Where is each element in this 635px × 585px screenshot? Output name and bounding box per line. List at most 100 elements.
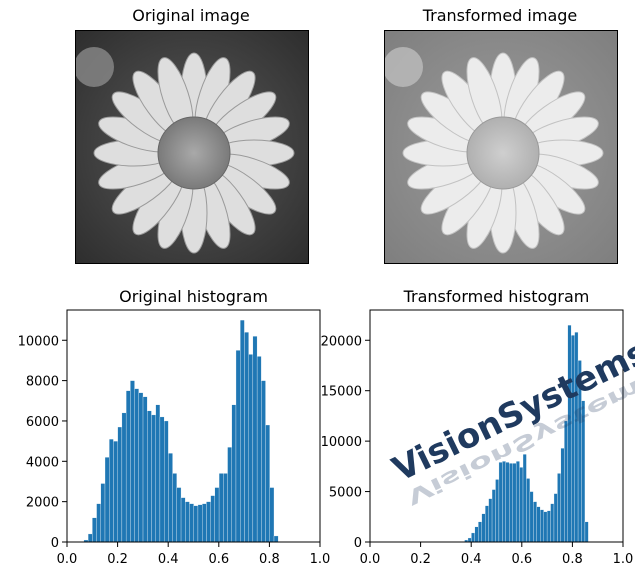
- chart1-bar: [100, 483, 106, 543]
- chart1-bar: [189, 503, 194, 543]
- chart1-bar: [235, 350, 241, 543]
- chart1-xtick-label: 0.6: [208, 552, 229, 567]
- chart1-xtick-label: 0.8: [259, 552, 280, 567]
- chart2-bar: [519, 467, 524, 543]
- chart1-bar: [202, 503, 207, 543]
- chart1-bar: [214, 487, 220, 543]
- chart2-bar: [584, 521, 589, 543]
- chart1-bar: [87, 533, 93, 543]
- chart1-bar: [180, 497, 186, 543]
- chart1-bar: [142, 396, 148, 543]
- original-image-title: Original image: [132, 6, 250, 25]
- original-image: [75, 30, 309, 264]
- chart2-bar: [522, 454, 527, 543]
- chart1-bar: [125, 390, 131, 543]
- chart1-bar: [109, 438, 114, 543]
- chart2-title: Transformed histogram: [403, 287, 590, 306]
- chart1-bar: [244, 332, 249, 543]
- chart2-bar: [550, 503, 555, 543]
- chart1-xtick-label: 1.0: [310, 552, 331, 567]
- chart2-bar: [467, 537, 472, 543]
- chart2-bar: [502, 461, 506, 543]
- chart1-bar: [223, 473, 228, 543]
- chart2-bar: [488, 498, 493, 543]
- chart1-bar: [185, 501, 190, 543]
- chart1-ytick-label: 8000: [26, 375, 59, 390]
- chart1-bar: [265, 424, 270, 543]
- chart2-bar: [485, 505, 489, 543]
- chart1-bar: [240, 319, 245, 543]
- chart1-bar: [155, 404, 161, 543]
- chart2-ytick-label: 15000: [321, 385, 362, 400]
- chart2-bar: [526, 478, 531, 543]
- chart1-ytick-label: 4000: [26, 455, 59, 470]
- chart1-xtick-label: 0.0: [57, 552, 78, 567]
- chart2-bar: [564, 420, 568, 543]
- chart1-bar: [273, 535, 279, 543]
- chart2-ytick-label: 10000: [321, 435, 362, 450]
- chart2-bar: [536, 506, 541, 543]
- chart1-bar: [231, 404, 237, 543]
- chart2-bar: [495, 479, 500, 543]
- chart1-bar: [134, 388, 139, 543]
- chart1-title: Original histogram: [119, 287, 268, 306]
- chart1-bar: [151, 414, 156, 543]
- chart2-bar: [481, 513, 486, 543]
- transformed-flower-illustration: [385, 31, 617, 263]
- chart2-bar: [546, 510, 551, 543]
- chart1-bar: [206, 501, 211, 543]
- chart2-bar: [560, 448, 565, 543]
- chart2-bar: [474, 526, 479, 543]
- chart1-ytick-label: 0: [51, 536, 59, 551]
- chart2-xtick-label: 0.6: [511, 552, 532, 567]
- chart2-bar: [553, 493, 558, 543]
- chart2-bar: [515, 461, 520, 543]
- chart1-bar: [193, 505, 199, 543]
- chart2-bar: [505, 462, 510, 543]
- chart1-bar: [164, 420, 169, 543]
- chart1-bar: [172, 473, 177, 543]
- chart1-bar: [248, 354, 254, 543]
- chart2-xtick-label: 0.2: [410, 552, 431, 567]
- chart2-bar: [491, 489, 496, 543]
- chart1-bar: [96, 503, 101, 543]
- transformed-image: [384, 30, 618, 264]
- chart1-bar: [261, 380, 266, 543]
- chart1-ytick-label: 2000: [26, 496, 59, 511]
- chart2-bar: [533, 501, 537, 543]
- chart1-bar: [227, 447, 232, 543]
- chart1-bar: [121, 412, 127, 543]
- chart1-frame: [66, 309, 321, 543]
- chart2-ytick-label: 0: [354, 536, 362, 551]
- chart1-bar: [210, 495, 216, 543]
- chart2-ytick-label: 20000: [321, 334, 362, 349]
- chart1-bar: [197, 504, 203, 543]
- chart1-bar: [256, 356, 262, 543]
- chart2-bar: [540, 509, 544, 543]
- chart2-xtick-label: 0.0: [360, 552, 381, 567]
- chart2-bar: [557, 473, 562, 543]
- chart1-bar: [269, 487, 275, 543]
- chart2-bar: [529, 491, 534, 543]
- chart1-bar: [130, 380, 135, 543]
- chart1-bar: [117, 426, 123, 543]
- chart2-xtick-label: 0.8: [562, 552, 583, 567]
- chart2-ytick-label: 5000: [329, 486, 362, 501]
- chart1-bar: [138, 392, 144, 543]
- chart1-bar: [113, 440, 118, 543]
- chart1-bar: [168, 453, 173, 543]
- chart1-bar: [147, 410, 152, 543]
- chart1-ytick-label: 10000: [18, 334, 59, 349]
- chart2-xtick-label: 1.0: [613, 552, 634, 567]
- chart1-bar: [176, 487, 182, 543]
- chart2-xtick-label: 0.4: [461, 552, 482, 567]
- transformed-image-title: Transformed image: [422, 6, 578, 25]
- chart2-bar: [512, 463, 517, 543]
- chart1-bar: [92, 517, 97, 543]
- chart2-bar: [478, 521, 482, 543]
- original-flower-illustration: [76, 31, 308, 263]
- chart2-bar: [543, 511, 548, 543]
- chart1-xtick-label: 0.2: [107, 552, 128, 567]
- chart2-bar: [509, 463, 513, 543]
